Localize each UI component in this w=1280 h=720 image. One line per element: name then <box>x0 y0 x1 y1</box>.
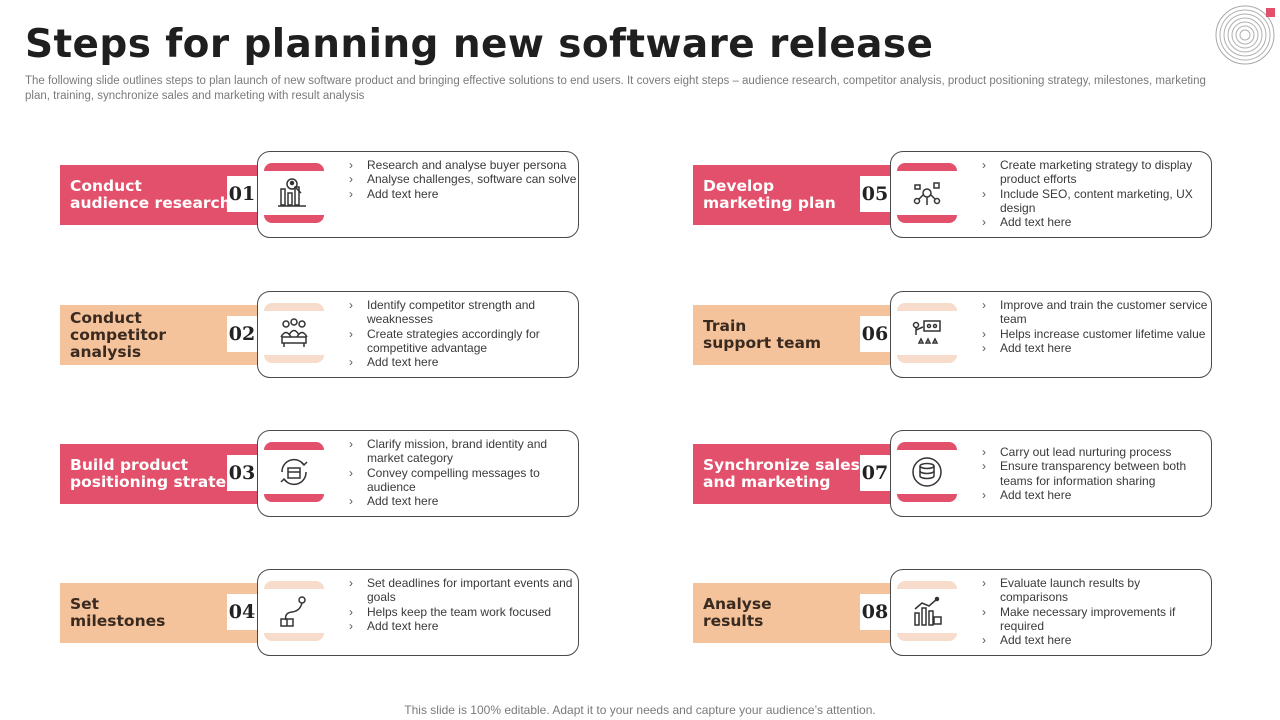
bullet-item: Include SEO, content marketing, UX desig… <box>978 187 1210 216</box>
bullet-item: Evaluate launch results by comparisons <box>978 576 1210 605</box>
step-number: 07 <box>860 455 890 491</box>
step-title: Synchronize sales and marketing <box>693 444 893 504</box>
step-bullets: Research and analyse buyer persona Analy… <box>345 158 577 201</box>
bullet-item: Ensure transparency between both teams f… <box>978 459 1210 488</box>
bullet-item: Create strategies accordingly for compet… <box>345 327 577 356</box>
step-bullets: Carry out lead nurturing process Ensure … <box>978 445 1210 502</box>
step-number: 02 <box>227 316 257 352</box>
step-title: Conduct competitor analysis <box>60 305 260 365</box>
bullet-item: Create marketing strategy to display pro… <box>978 158 1210 187</box>
bullet-item: Convey compelling messages to audience <box>345 466 577 495</box>
concentric-circles-logo-icon <box>1215 5 1275 65</box>
bullet-item: Set deadlines for important events and g… <box>345 576 577 605</box>
step-number: 04 <box>227 594 257 630</box>
bullet-item: Add text here <box>978 341 1210 356</box>
bullet-item: Make necessary improvements if required <box>978 605 1210 634</box>
step-bullets: Clarify mission, brand identity and mark… <box>345 437 577 509</box>
bullet-item: Add text here <box>978 633 1210 648</box>
step-number: 01 <box>227 176 257 212</box>
step-card-07: Synchronize sales and marketing 07 Carry… <box>693 430 1215 520</box>
step-bullets: Evaluate launch results by comparisons M… <box>978 576 1210 648</box>
page-subtitle: The following slide outlines steps to pl… <box>25 75 1206 102</box>
competitors-icon <box>280 318 308 347</box>
step-number: 05 <box>860 176 890 212</box>
bullet-item: Research and analyse buyer persona <box>345 158 577 173</box>
step-card-04: Set milestones 04 Set deadlines for impo… <box>60 569 582 659</box>
step-title: Build product positioning strategy <box>60 444 260 504</box>
marketing-plan-icon <box>913 182 941 205</box>
bullet-item: Analyse challenges, software can solve <box>345 172 577 187</box>
results-chart-icon <box>914 596 942 626</box>
step-card-08: Analyse results 08 Evaluate launch resul… <box>693 569 1215 659</box>
training-team-icon <box>912 320 941 344</box>
bullet-item: Helps keep the team work focused <box>345 605 577 620</box>
step-card-05: Develop marketing plan 05 Create marketi… <box>693 151 1215 241</box>
bullet-item: Add text here <box>345 187 577 202</box>
step-number: 08 <box>860 594 890 630</box>
step-title: Develop marketing plan <box>693 165 893 225</box>
step-card-01: Conduct audience research 01 Research an… <box>60 151 582 241</box>
bullet-item: Helps increase customer lifetime value <box>978 327 1210 342</box>
step-title: Analyse results <box>693 583 893 643</box>
bullet-item: Clarify mission, brand identity and mark… <box>345 437 577 466</box>
bullet-item: Improve and train the customer service t… <box>978 298 1210 327</box>
footer-note: This slide is 100% editable. Adapt it to… <box>404 703 876 717</box>
step-card-02: Conduct competitor analysis 02 Identify … <box>60 291 582 381</box>
bullet-item: Add text here <box>345 619 577 634</box>
bullet-item: Add text here <box>978 215 1210 230</box>
step-card-06: Train support team 06 Improve and train … <box>693 291 1215 381</box>
bullet-item: Carry out lead nurturing process <box>978 445 1210 460</box>
bullet-item: Add text here <box>345 355 577 370</box>
step-title: Train support team <box>693 305 893 365</box>
positioning-cycle-icon <box>280 458 308 486</box>
step-bullets: Set deadlines for important events and g… <box>345 576 577 633</box>
step-bullets: Create marketing strategy to display pro… <box>978 158 1210 230</box>
step-bullets: Improve and train the customer service t… <box>978 298 1210 355</box>
bullet-item: Add text here <box>978 488 1210 503</box>
bullet-item: Add text here <box>345 494 577 509</box>
step-title: Set milestones <box>60 583 260 643</box>
step-card-03: Build product positioning strategy 03 Cl… <box>60 430 582 520</box>
step-title: Conduct audience research <box>60 165 260 225</box>
step-bullets: Identify competitor strength and weaknes… <box>345 298 577 370</box>
milestone-path-icon <box>280 596 306 627</box>
research-chart-icon <box>278 178 306 207</box>
bullet-item: Identify competitor strength and weaknes… <box>345 298 577 327</box>
sync-database-icon <box>912 457 942 487</box>
step-number: 06 <box>860 316 890 352</box>
step-number: 03 <box>227 455 257 491</box>
page-title: Steps for planning new software release <box>25 22 934 67</box>
